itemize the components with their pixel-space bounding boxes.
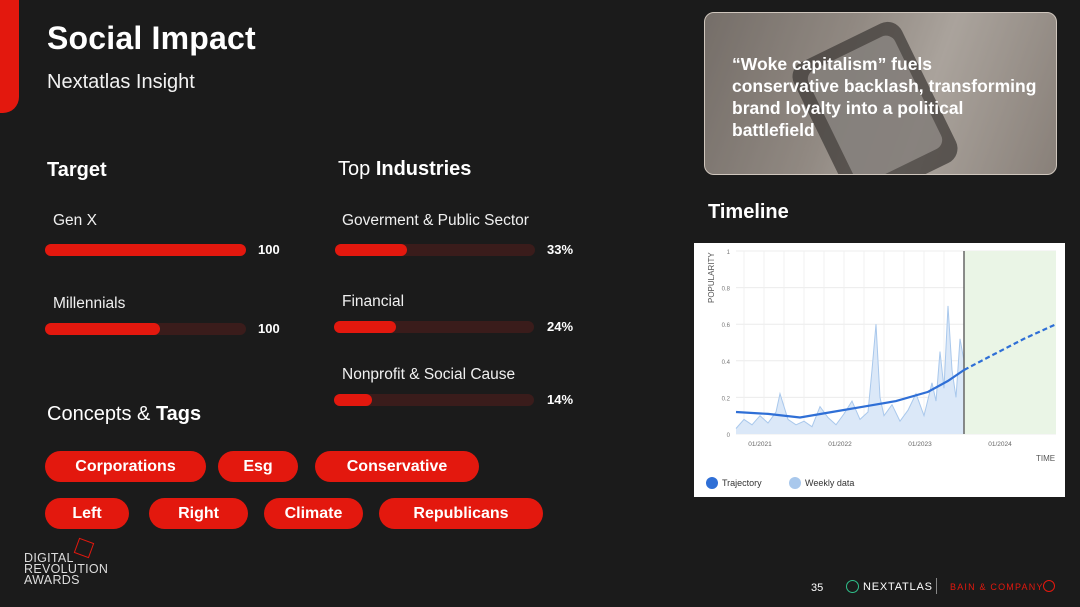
y-tick-label: 1 <box>727 250 731 256</box>
digital-revolution-awards-logo: DIGITAL REVOLUTION AWARDS <box>24 551 109 587</box>
page-subtitle: Nextatlas Insight <box>47 71 195 93</box>
legend-trajectory-swatch <box>706 477 718 489</box>
y-tick-label: 0 <box>727 433 731 439</box>
target-value-millennials: 100 <box>258 321 280 336</box>
industry-bar-fill <box>334 394 372 406</box>
tag-republicans[interactable]: Republicans <box>379 498 543 529</box>
quote-text: “Woke capitalism” fuels conservative bac… <box>732 54 1037 140</box>
target-heading: Target <box>47 159 107 181</box>
industry-bar-fill <box>335 244 407 256</box>
page-title: Social Impact <box>47 20 256 56</box>
x-tick-label: 01/2023 <box>908 441 932 448</box>
legend-weekly-swatch <box>789 477 801 489</box>
trajectory-line <box>735 369 965 419</box>
y-tick-label: 0.4 <box>722 360 731 366</box>
x-tick-labels: 01/2021 01/2022 01/2023 01/2024 <box>748 441 1012 448</box>
y-tick-label: 0.8 <box>722 287 731 293</box>
tag-conservative[interactable]: Conservative <box>315 451 479 482</box>
nextatlas-logo-icon <box>846 580 859 593</box>
industry-value-nonprofit: 14% <box>547 392 574 407</box>
x-tick-label: 01/2021 <box>748 441 772 448</box>
target-value-genx: 100 <box>258 242 280 257</box>
dra-line-3: AWARDS <box>24 573 80 587</box>
x-tick-label: 01/2022 <box>828 441 852 448</box>
concepts-heading-prefix: Concepts & <box>47 403 151 425</box>
y-tick-label: 0.6 <box>722 323 731 329</box>
target-bar-fill <box>45 323 160 335</box>
quote-card: “Woke capitalism” fuels conservative bac… <box>704 12 1057 175</box>
industries-heading: Top Industries <box>338 158 471 181</box>
tag-climate[interactable]: Climate <box>264 498 363 529</box>
trajectory-forecast-line <box>963 323 1057 371</box>
industry-bar-nonprofit <box>334 394 534 406</box>
timeline-heading: Timeline <box>708 201 789 223</box>
footer-divider <box>936 578 937 594</box>
industry-value-financial: 24% <box>547 319 574 334</box>
concepts-heading-bold: Tags <box>155 403 202 425</box>
nextatlas-brand: NEXTATLAS <box>863 581 933 593</box>
tag-esg[interactable]: Esg <box>218 451 298 482</box>
photo-shade <box>705 13 1056 174</box>
industries-heading-bold: Industries <box>375 158 472 180</box>
y-tick-label: 0.2 <box>722 396 731 402</box>
industry-label-nonprofit: Nonprofit & Social Cause <box>342 366 516 383</box>
dra-line-2: REVOLUTION <box>24 562 109 576</box>
y-tick-labels: 0 0.2 0.4 0.6 0.8 1 <box>722 250 731 439</box>
bain-logo-icon <box>1043 580 1055 592</box>
dra-line-1: DIGITAL <box>24 551 74 565</box>
target-label-genx: Gen X <box>53 212 97 229</box>
industry-bar-government <box>335 244 535 256</box>
industry-bar-financial <box>334 321 534 333</box>
industry-label-financial: Financial <box>342 293 405 310</box>
timeline-card: 0 0.2 0.4 0.6 0.8 1 01/2021 01/2022 01/2023 01/2… <box>694 243 1065 497</box>
x-tick-label: 01/2024 <box>988 441 1012 448</box>
target-bar-genx <box>45 244 246 256</box>
target-bar-millennials <box>45 323 246 335</box>
industry-label-government: Goverment & Public Sector <box>342 212 529 229</box>
tag-right[interactable]: Right <box>149 498 248 529</box>
concepts-heading: Concepts & Tags <box>47 403 201 426</box>
industry-bar-fill <box>334 321 396 333</box>
x-axis-label: TIME <box>1036 454 1055 463</box>
timeline-chart: 00.20.40.60.81 01/2021 01/2022 01/2023 01/2… <box>706 250 1057 489</box>
target-label-millennials: Millennials <box>53 295 126 312</box>
forecast-zone <box>964 251 1056 434</box>
legend-weekly-label: Weekly data <box>805 478 854 488</box>
industries-heading-prefix: Top <box>338 158 371 180</box>
weekly-data-line <box>735 305 965 429</box>
industry-value-government: 33% <box>547 242 574 257</box>
tag-corporations[interactable]: Corporations <box>45 451 206 482</box>
red-accent-bar <box>0 0 19 113</box>
y-axis-label: POPULARITY <box>707 252 716 303</box>
page-number: 35 <box>811 582 824 594</box>
legend-trajectory-label: Trajectory <box>722 478 762 488</box>
tag-left[interactable]: Left <box>45 498 129 529</box>
target-bar-fill <box>45 244 246 256</box>
bain-brand: BAIN & COMPANY <box>950 582 1044 592</box>
